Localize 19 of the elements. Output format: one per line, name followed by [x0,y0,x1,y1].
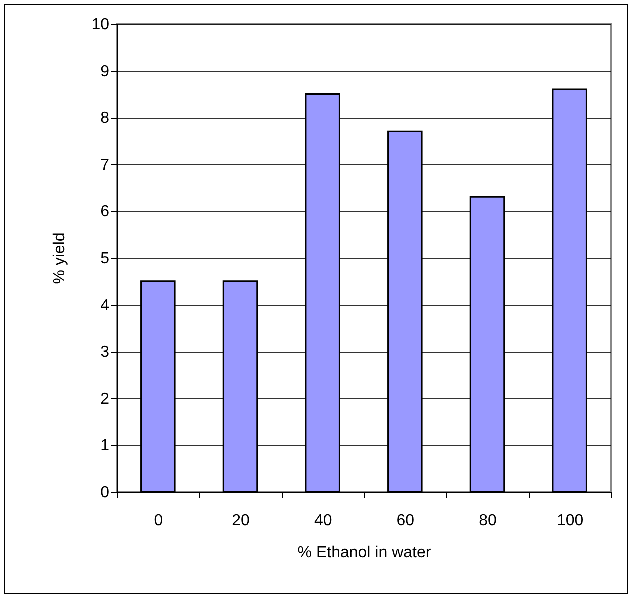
x-tick-label: 60 [396,512,415,530]
y-tick-label: 5 [100,250,110,268]
y-tick-label: 2 [100,390,110,408]
y-tick-label: 8 [100,110,110,128]
x-tick-label: 100 [556,512,584,530]
y-tick-label: 4 [100,297,110,314]
y-axis-title: % yield [52,232,69,284]
y-tick-label: 10 [92,16,110,34]
y-tick-label: 0 [100,484,110,502]
x-axis-title: % Ethanol in water [298,544,432,562]
x-tick-label: 20 [232,512,250,530]
y-tick-label: 7 [100,156,110,174]
y-tick-label: 6 [100,204,110,221]
y-tick-label: 3 [100,344,110,362]
x-tick-label: 40 [314,512,332,530]
y-tick-label: 1 [100,438,110,455]
x-tick-label: 80 [479,512,497,530]
y-tick-label: 9 [100,63,110,80]
x-tick-label: 0 [154,512,164,530]
